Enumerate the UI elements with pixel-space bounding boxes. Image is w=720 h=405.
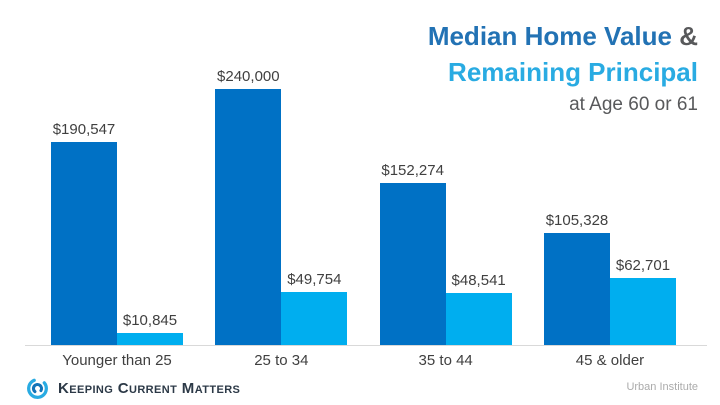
bar-group: $190,547 $10,845 xyxy=(51,65,183,345)
kcm-swirl-icon xyxy=(27,378,48,399)
source-credit: Urban Institute xyxy=(626,381,698,393)
title-ampersand: & xyxy=(672,21,698,51)
bar-value-label: $105,328 xyxy=(545,212,609,229)
title-line-3: at Age 60 or 61 xyxy=(569,94,698,115)
bar xyxy=(609,278,676,345)
brand-logo: Keeping Current Matters xyxy=(26,377,240,400)
chart-title: Median Home Value & Remaining Principal … xyxy=(428,18,698,120)
category-label: 35 to 44 xyxy=(418,352,473,369)
title-line-2: Remaining Principal xyxy=(448,57,698,87)
bar-column: $105,328 xyxy=(543,212,610,345)
bar-column: $152,274 xyxy=(379,162,446,345)
plot-area: $190,547 $10,845 $240,000 $49,754 $152,274 $4… xyxy=(51,65,676,345)
bar-value-label: $152,274 xyxy=(381,162,444,179)
bar-value-label: $62,701 xyxy=(615,257,671,274)
bar-column: $240,000 xyxy=(215,68,282,345)
bar xyxy=(445,293,512,345)
bar-column: $190,547 xyxy=(51,121,117,345)
bar-group: $240,000 $49,754 xyxy=(215,65,348,345)
bar xyxy=(543,233,610,345)
bar-column: $49,754 xyxy=(281,271,348,345)
bar xyxy=(215,89,282,345)
bar-value-label: $190,547 xyxy=(52,121,116,138)
x-axis-line xyxy=(25,345,707,346)
bar xyxy=(281,292,348,345)
bar xyxy=(117,333,183,345)
category-axis-labels: Younger than 25 25 to 34 35 to 44 45 & olde… xyxy=(51,352,676,369)
bar-column: $10,845 xyxy=(117,312,183,345)
bar-value-label: $10,845 xyxy=(122,312,178,329)
bar-column: $62,701 xyxy=(609,257,676,345)
bar xyxy=(379,183,446,345)
bar xyxy=(51,142,117,345)
bar-value-label: $240,000 xyxy=(217,68,280,85)
category-label: 25 to 34 xyxy=(254,352,309,369)
title-line-1-text: Median Home Value xyxy=(427,21,672,51)
bar-value-label: $48,541 xyxy=(451,272,506,289)
bar-column: $48,541 xyxy=(445,272,512,345)
category-label: 45 & older xyxy=(575,352,645,369)
brand-name: Keeping Current Matters xyxy=(58,380,241,397)
bar-group: $105,328 $62,701 xyxy=(543,65,676,345)
bar-group: $152,274 $48,541 xyxy=(379,65,512,345)
bar-value-label: $49,754 xyxy=(287,271,342,288)
title-line-1: Median Home Value & xyxy=(428,18,698,54)
category-label: Younger than 25 xyxy=(62,352,172,369)
